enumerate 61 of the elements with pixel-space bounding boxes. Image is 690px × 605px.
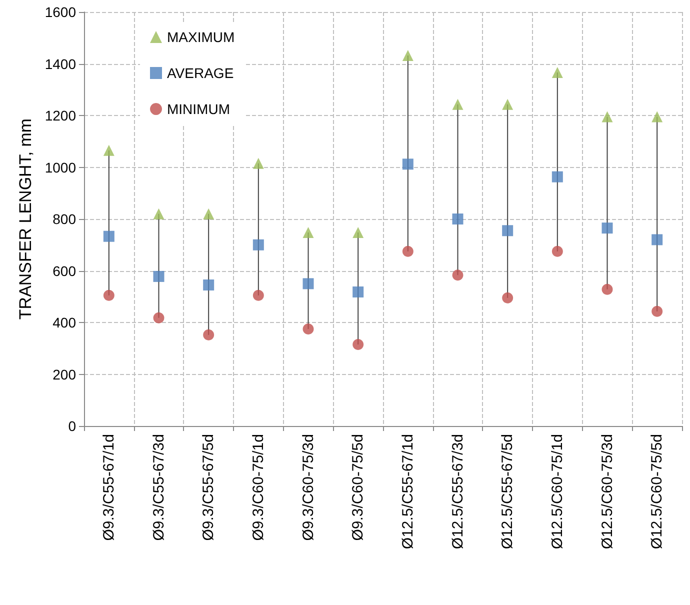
legend-label: AVERAGE: [167, 65, 234, 81]
y-tick-label: 1000: [44, 159, 76, 176]
y-tick-label: 400: [52, 314, 76, 330]
point: [402, 158, 414, 170]
point: [352, 338, 364, 350]
point: [652, 234, 663, 246]
point: [153, 270, 164, 282]
legend-label: MAXIMUM: [167, 29, 235, 45]
point: [502, 292, 514, 304]
x-tick-label: Ø9.3/C60-75/1d: [250, 434, 267, 541]
y-tick-label: 1200: [44, 108, 76, 124]
y-tick-label: 200: [52, 366, 76, 382]
x-tick-label: Ø12.5/C60-75/1d: [548, 434, 566, 550]
point: [302, 278, 314, 290]
x-tick-label: Ø9.3/C55-67/1d: [100, 434, 118, 541]
y-tick-label: 600: [52, 262, 76, 279]
point: [552, 67, 563, 78]
point: [452, 214, 464, 224]
x-tick-label: Ø9.3/C55-67/3d: [150, 434, 168, 541]
point: [103, 290, 114, 301]
x-tick-label: Ø12.5/C55-67/5d: [499, 434, 516, 550]
point: [452, 270, 464, 281]
point: [103, 144, 114, 156]
x-tick-label: Ø9.3/C60-75/3d: [300, 434, 317, 541]
x-tick-label: Ø9.3/C60-75/5d: [350, 434, 367, 541]
x-tick-label: Ø12.5/C55-67/1d: [399, 434, 416, 550]
point: [502, 225, 514, 236]
y-axis-title: TRANSFER LENGHT, mm: [16, 118, 35, 320]
point: [552, 171, 563, 182]
point: [602, 111, 613, 122]
y-tick-label: 0: [68, 418, 76, 434]
point: [252, 239, 264, 250]
point: [103, 230, 114, 242]
point: [352, 286, 364, 298]
y-tick-label: 800: [52, 211, 76, 227]
point: [402, 246, 414, 257]
point: [203, 279, 214, 290]
point: [252, 158, 264, 169]
point: [602, 222, 613, 234]
point: [302, 323, 314, 334]
point: [153, 312, 164, 324]
point: [452, 98, 464, 110]
y-tick-label: 1600: [44, 4, 76, 20]
point: [153, 208, 164, 220]
point: [602, 284, 613, 295]
legend-label: MINIMUM: [167, 101, 230, 117]
point: [203, 329, 214, 340]
point: [203, 208, 214, 220]
point: [302, 226, 314, 238]
x-tick-label: Ø12.5/C55-67/3d: [449, 434, 466, 550]
point: [552, 246, 563, 257]
point: [352, 226, 364, 238]
point: [652, 111, 663, 122]
y-tick-label: 1400: [44, 56, 76, 72]
x-tick-label: Ø12.5/C60-75/3d: [598, 434, 616, 550]
x-tick-label: Ø12.5/C60-75/5d: [648, 434, 666, 550]
point: [402, 50, 414, 61]
point: [252, 290, 264, 301]
x-tick-label: Ø9.3/C55-67/5d: [200, 434, 218, 541]
point: [502, 98, 514, 110]
point: [652, 306, 663, 317]
